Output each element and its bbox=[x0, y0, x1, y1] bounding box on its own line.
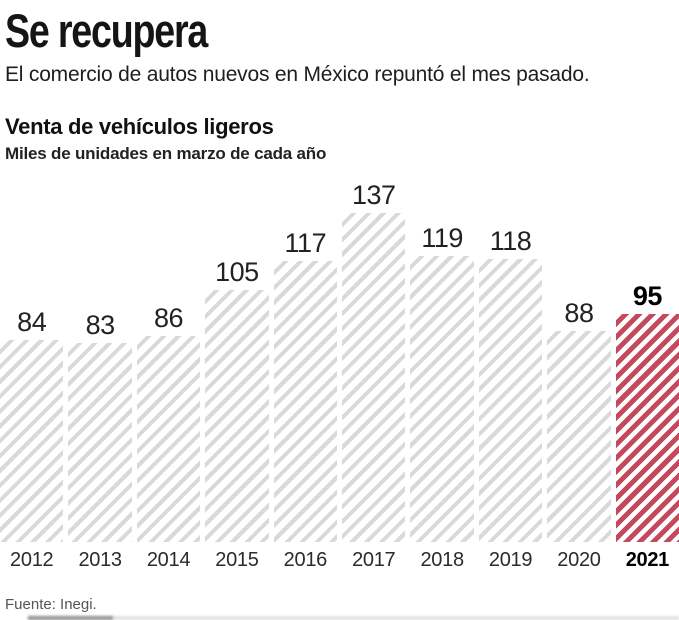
year-label: 2015 bbox=[215, 548, 259, 571]
source-note: Fuente: Inegi. bbox=[5, 596, 97, 613]
bar bbox=[478, 258, 543, 542]
bar-value-label: 119 bbox=[421, 223, 463, 254]
bar-chart: 84 2012 83 2013 86 2014 105 2015 117 2016 137 2017 1… bbox=[0, 177, 679, 578]
bar-column: 95 2021 bbox=[615, 177, 679, 578]
page-title: Se recupera bbox=[5, 4, 208, 57]
bar-value-label: 118 bbox=[489, 225, 532, 256]
bar-value-label: 84 bbox=[17, 307, 47, 338]
bar-column: 117 2016 bbox=[273, 177, 338, 578]
year-label: 2019 bbox=[488, 548, 533, 571]
bar-value-label: 117 bbox=[284, 228, 327, 259]
year-label: 2013 bbox=[78, 548, 122, 571]
bar-column: 86 2014 bbox=[136, 177, 201, 578]
cropped-bottom-element bbox=[28, 616, 679, 620]
year-label: 2016 bbox=[283, 548, 328, 571]
header: Se recupera El comercio de autos nuevos … bbox=[0, 0, 679, 164]
bar-column: 105 2015 bbox=[205, 177, 269, 578]
bar bbox=[547, 330, 611, 542]
bar-value-label: 137 bbox=[351, 180, 396, 211]
bar-column: 84 2012 bbox=[0, 177, 64, 578]
bar-value-label: 83 bbox=[85, 309, 116, 340]
bar bbox=[273, 261, 338, 542]
year-label: 2018 bbox=[420, 548, 464, 571]
year-label: 2020 bbox=[557, 548, 601, 571]
page-subtitle: El comercio de autos nuevos en México re… bbox=[5, 63, 590, 86]
bar bbox=[205, 290, 269, 542]
chart-subtitle: Miles de unidades en marzo de cada año bbox=[5, 144, 327, 163]
bar bbox=[0, 340, 64, 542]
bar-value-label: 105 bbox=[215, 257, 259, 287]
year-label: 2012 bbox=[10, 548, 54, 571]
year-label: 2021 bbox=[625, 548, 670, 571]
bar-column: 118 2019 bbox=[478, 177, 543, 578]
year-label: 2017 bbox=[352, 548, 396, 571]
year-label: 2014 bbox=[146, 548, 191, 571]
bar bbox=[68, 342, 132, 542]
bar-column: 119 2018 bbox=[410, 177, 474, 578]
bar-value-label: 95 bbox=[632, 281, 663, 311]
bar-column: 83 2013 bbox=[68, 177, 132, 578]
bar bbox=[342, 213, 406, 542]
bar-column: 88 2020 bbox=[547, 177, 611, 578]
cropped-bottom-element-dark bbox=[28, 616, 113, 620]
bar-value-label: 88 bbox=[564, 297, 594, 328]
bar bbox=[410, 256, 474, 542]
bar-value-label: 86 bbox=[153, 302, 184, 333]
bar bbox=[136, 335, 201, 542]
bar-highlighted bbox=[615, 314, 679, 542]
bar-column: 137 2017 bbox=[342, 177, 406, 578]
chart-title: Venta de vehículos ligeros bbox=[5, 114, 274, 139]
